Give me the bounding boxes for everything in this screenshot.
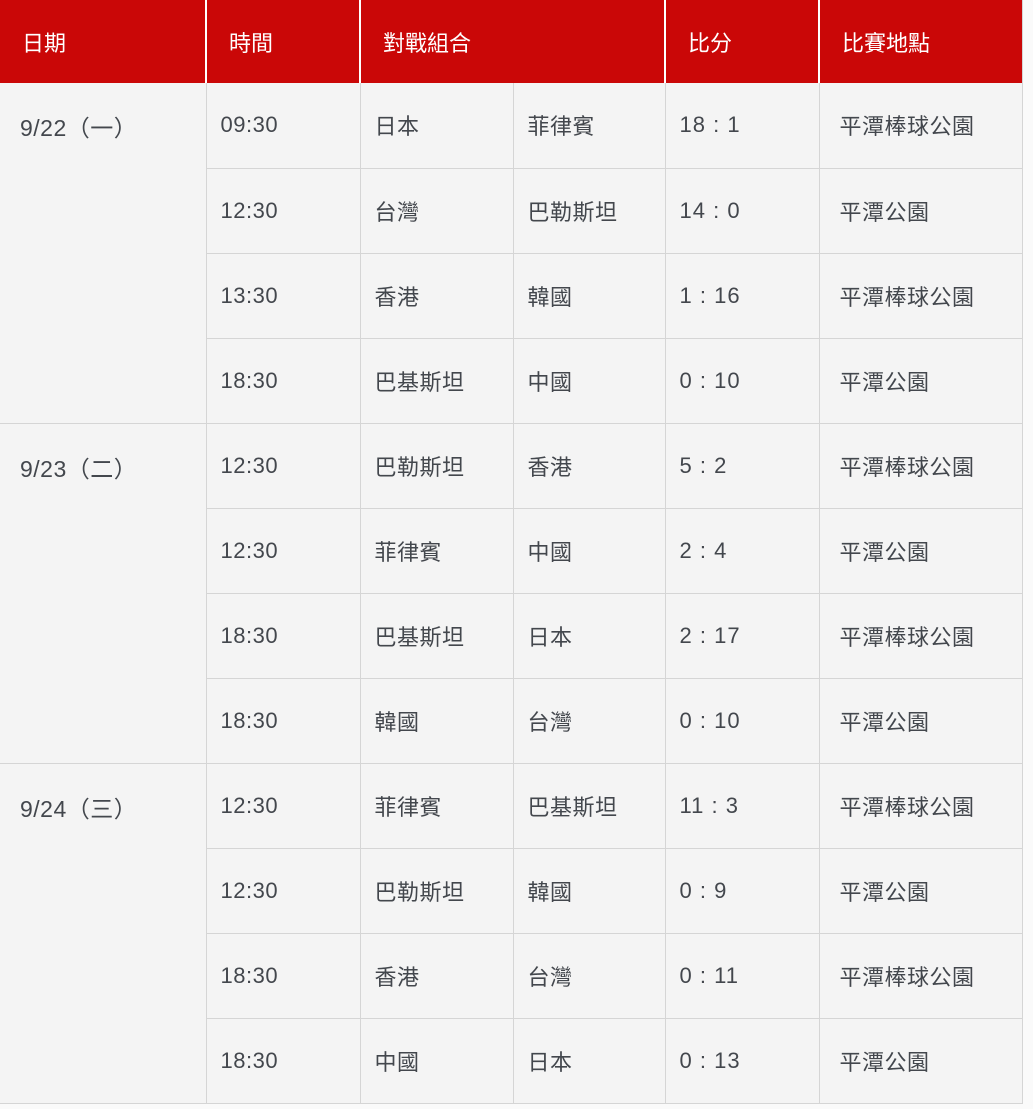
match-row: 9/22（一） 09:30 日本 菲律賓 18 : 1 平潭棒球公園	[0, 83, 1023, 424]
venue-cell: 平潭公園	[818, 847, 1023, 934]
venue-cell: 平潭公園	[818, 1017, 1023, 1104]
score-cell: 0 : 10	[664, 677, 820, 764]
team2-cell: 香港	[512, 422, 666, 509]
time-cell: 12:30	[205, 422, 361, 509]
team2-cell: 中國	[512, 507, 666, 594]
score-cell: 0 : 9	[664, 847, 820, 934]
time-cell: 12:30	[205, 167, 361, 254]
team1-cell: 中國	[359, 1017, 514, 1104]
score-cell: 2 : 17	[664, 592, 820, 679]
header-row: 日期 時間 對戰組合 比分 比賽地點	[0, 0, 1023, 83]
date-cell: 9/23（二）	[0, 422, 207, 764]
team1-cell: 韓國	[359, 677, 514, 764]
header-cell-venue: 比賽地點	[818, 0, 1023, 83]
team2-cell: 中國	[512, 337, 666, 424]
team1-cell: 巴基斯坦	[359, 592, 514, 679]
match-row: 18:30 巴基斯坦 中國 0 : 10 平潭公園	[0, 337, 1023, 424]
venue-cell: 平潭公園	[818, 167, 1023, 254]
team2-cell: 台灣	[512, 677, 666, 764]
team2-cell: 韓國	[512, 252, 666, 339]
team1-cell: 巴勒斯坦	[359, 422, 514, 509]
time-cell: 18:30	[205, 1017, 361, 1104]
team2-cell: 台灣	[512, 932, 666, 1019]
team1-cell: 巴基斯坦	[359, 337, 514, 424]
header-cell-matchup: 對戰組合	[358, 0, 666, 83]
score-cell: 2 : 4	[664, 507, 820, 594]
team1-cell: 菲律賓	[359, 507, 514, 594]
time-cell: 12:30	[205, 507, 361, 594]
match-row: 18:30 韓國 台灣 0 : 10 平潭公園	[0, 677, 1023, 764]
score-cell: 0 : 11	[664, 932, 820, 1019]
team1-cell: 香港	[359, 932, 514, 1019]
venue-cell: 平潭棒球公園	[818, 932, 1023, 1019]
score-cell: 18 : 1	[664, 83, 820, 169]
team2-cell: 巴基斯坦	[512, 762, 666, 849]
venue-cell: 平潭棒球公園	[818, 83, 1023, 169]
time-cell: 09:30	[205, 83, 361, 169]
time-cell: 18:30	[205, 932, 361, 1019]
venue-cell: 平潭棒球公園	[818, 592, 1023, 679]
venue-cell: 平潭棒球公園	[818, 762, 1023, 849]
team2-cell: 巴勒斯坦	[512, 167, 666, 254]
venue-cell: 平潭公園	[818, 337, 1023, 424]
team1-cell: 巴勒斯坦	[359, 847, 514, 934]
team1-cell: 台灣	[359, 167, 514, 254]
match-row: 13:30 香港 韓國 1 : 16 平潭棒球公園	[0, 252, 1023, 339]
score-cell: 11 : 3	[664, 762, 820, 849]
match-row: 9/24（三） 12:30 菲律賓 巴基斯坦 11 : 3 平潭棒球公園	[0, 762, 1023, 1104]
venue-cell: 平潭棒球公園	[818, 252, 1023, 339]
time-cell: 13:30	[205, 252, 361, 339]
score-cell: 5 : 2	[664, 422, 820, 509]
header-cell-date: 日期	[0, 0, 206, 83]
match-row: 12:30 巴勒斯坦 韓國 0 : 9 平潭公園	[0, 847, 1023, 934]
time-cell: 12:30	[205, 762, 361, 849]
match-row: 9/23（二） 12:30 巴勒斯坦 香港 5 : 2 平潭棒球公園	[0, 422, 1023, 764]
match-row: 18:30 巴基斯坦 日本 2 : 17 平潭棒球公園	[0, 592, 1023, 679]
team2-cell: 日本	[512, 1017, 666, 1104]
date-cell: 9/24（三）	[0, 762, 207, 1104]
match-row: 18:30 香港 台灣 0 : 11 平潭棒球公園	[0, 932, 1023, 1019]
score-cell: 0 : 10	[664, 337, 820, 424]
score-cell: 14 : 0	[664, 167, 820, 254]
schedule-body: 9/22（一） 09:30 日本 菲律賓 18 : 1 平潭棒球公園 12:30 台灣 巴勒斯坦…	[0, 83, 1023, 1104]
time-cell: 18:30	[205, 337, 361, 424]
team1-cell: 日本	[359, 83, 514, 169]
header-cell-time: 時間	[205, 0, 360, 83]
venue-cell: 平潭棒球公園	[818, 422, 1023, 509]
match-row: 12:30 菲律賓 中國 2 : 4 平潭公園	[0, 507, 1023, 594]
time-cell: 18:30	[205, 677, 361, 764]
team2-cell: 韓國	[512, 847, 666, 934]
team1-cell: 香港	[359, 252, 514, 339]
venue-cell: 平潭公園	[818, 677, 1023, 764]
team2-cell: 日本	[512, 592, 666, 679]
venue-cell: 平潭公園	[818, 507, 1023, 594]
score-cell: 1 : 16	[664, 252, 820, 339]
match-row: 18:30 中國 日本 0 : 13 平潭公園	[0, 1017, 1023, 1104]
time-cell: 12:30	[205, 847, 361, 934]
score-cell: 0 : 13	[664, 1017, 820, 1104]
team1-cell: 菲律賓	[359, 762, 514, 849]
time-cell: 18:30	[205, 592, 361, 679]
date-cell: 9/22（一）	[0, 83, 207, 424]
header-cell-score: 比分	[664, 0, 820, 83]
team2-cell: 菲律賓	[512, 83, 666, 169]
